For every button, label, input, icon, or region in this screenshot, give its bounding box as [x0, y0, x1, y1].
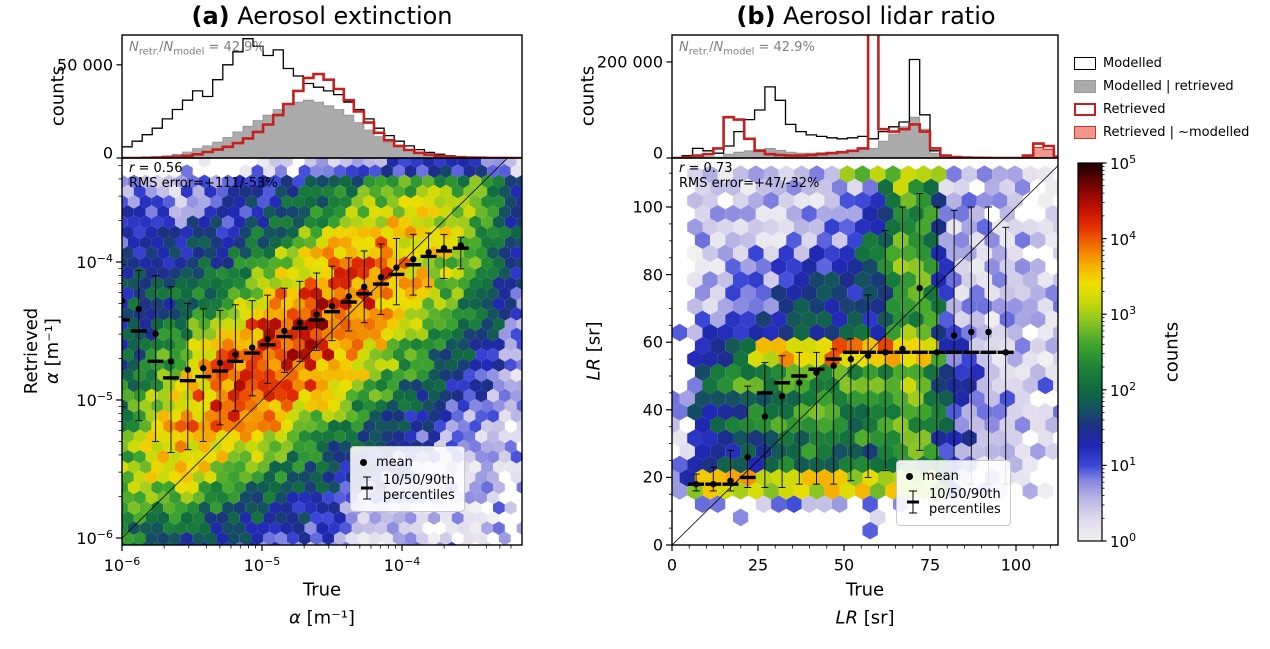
panel-a-title: (a) Aerosol extinction [191, 2, 453, 30]
figure-legend: Modelled Modelled | retrieved Retrieved Ret… [1074, 52, 1249, 144]
panel-a-identity-line [122, 158, 509, 539]
legend-item-label: Modelled [1103, 56, 1162, 71]
legend-item-label: Retrieved [1103, 102, 1166, 117]
legend-swatch-icon [1074, 80, 1096, 93]
panel-b-hist-ylabel: counts [577, 65, 599, 127]
panel-b-title: (b) Aerosol lidar ratio [736, 2, 996, 30]
axes-frame [121, 34, 523, 159]
panel-b-r-annotation: r = 0.73 [679, 161, 733, 176]
panel-a-xlabel-line1: True [302, 579, 342, 601]
panel-a-r-annotation: r = 0.56 [129, 161, 183, 176]
legend-swatch-icon [1074, 126, 1096, 139]
panel-a-xlabel-line2: α [m⁻¹] [289, 607, 355, 629]
percentile-errorbar-icon [361, 476, 373, 500]
mean-label: mean [376, 455, 413, 470]
panel-a-ratio-annotation: Nretr./Nmodel = 42.9% [129, 40, 265, 58]
panel-a-rms-annotation: RMS error=+111/-53% [129, 176, 278, 191]
legend-item-1: Modelled | retrieved [1074, 75, 1249, 98]
panel-a-stats [122, 232, 469, 453]
panel-b-xlabel-line2: LR [sr] [835, 607, 895, 629]
panel-a-tag: (a) [191, 2, 230, 30]
panel-a-ylabel: Retrieved α [m⁻¹] [21, 307, 63, 395]
panel-a-hexbin [122, 158, 522, 545]
mean-dot-icon [906, 473, 913, 480]
panel-b-identity-line [672, 165, 1058, 545]
colorbar-label: counts [1161, 321, 1183, 383]
panel-a-histogram [122, 38, 522, 158]
panel-b-tag: (b) [736, 2, 776, 30]
legend-item-label: Retrieved | ~modelled [1103, 125, 1250, 140]
panel-a-legend: mean 10/50/90th percentiles [350, 446, 465, 512]
colorbar [1077, 162, 1103, 542]
legend-mean-row: mean [906, 469, 1001, 484]
legend-item-0: Modelled [1074, 52, 1249, 75]
percentiles-label: 10/50/90th percentiles [929, 487, 1001, 517]
legend-mean-row: mean [360, 455, 455, 470]
legend-percentiles-row: 10/50/90th percentiles [906, 487, 1001, 517]
panel-a-hist-ylabel: counts [47, 65, 69, 127]
panel-b-rms-annotation: RMS error=+47/-32% [679, 176, 820, 191]
axes-frame [671, 34, 1059, 159]
legend-swatch-icon [1074, 103, 1096, 116]
legend-percentiles-row: 10/50/90th percentiles [360, 473, 455, 503]
legend-item-2: Retrieved [1074, 98, 1249, 121]
panel-b-xlabel-line1: True [845, 579, 885, 601]
panel-b-stats [688, 193, 1014, 492]
legend-swatch-icon [1074, 57, 1096, 70]
percentile-errorbar-icon [907, 490, 919, 514]
panel-b-legend: mean 10/50/90th percentiles [896, 460, 1011, 526]
panel-b-ylabel: LR [sr] [583, 321, 605, 381]
percentiles-label: 10/50/90th percentiles [383, 473, 455, 503]
panel-b-ratio-annotation: Nretr./Nmodel = 42.9% [679, 40, 815, 58]
mean-dot-icon [360, 459, 367, 466]
legend-item-label: Modelled | retrieved [1103, 79, 1234, 94]
legend-item-3: Retrieved | ~modelled [1074, 121, 1249, 144]
mean-label: mean [922, 469, 959, 484]
